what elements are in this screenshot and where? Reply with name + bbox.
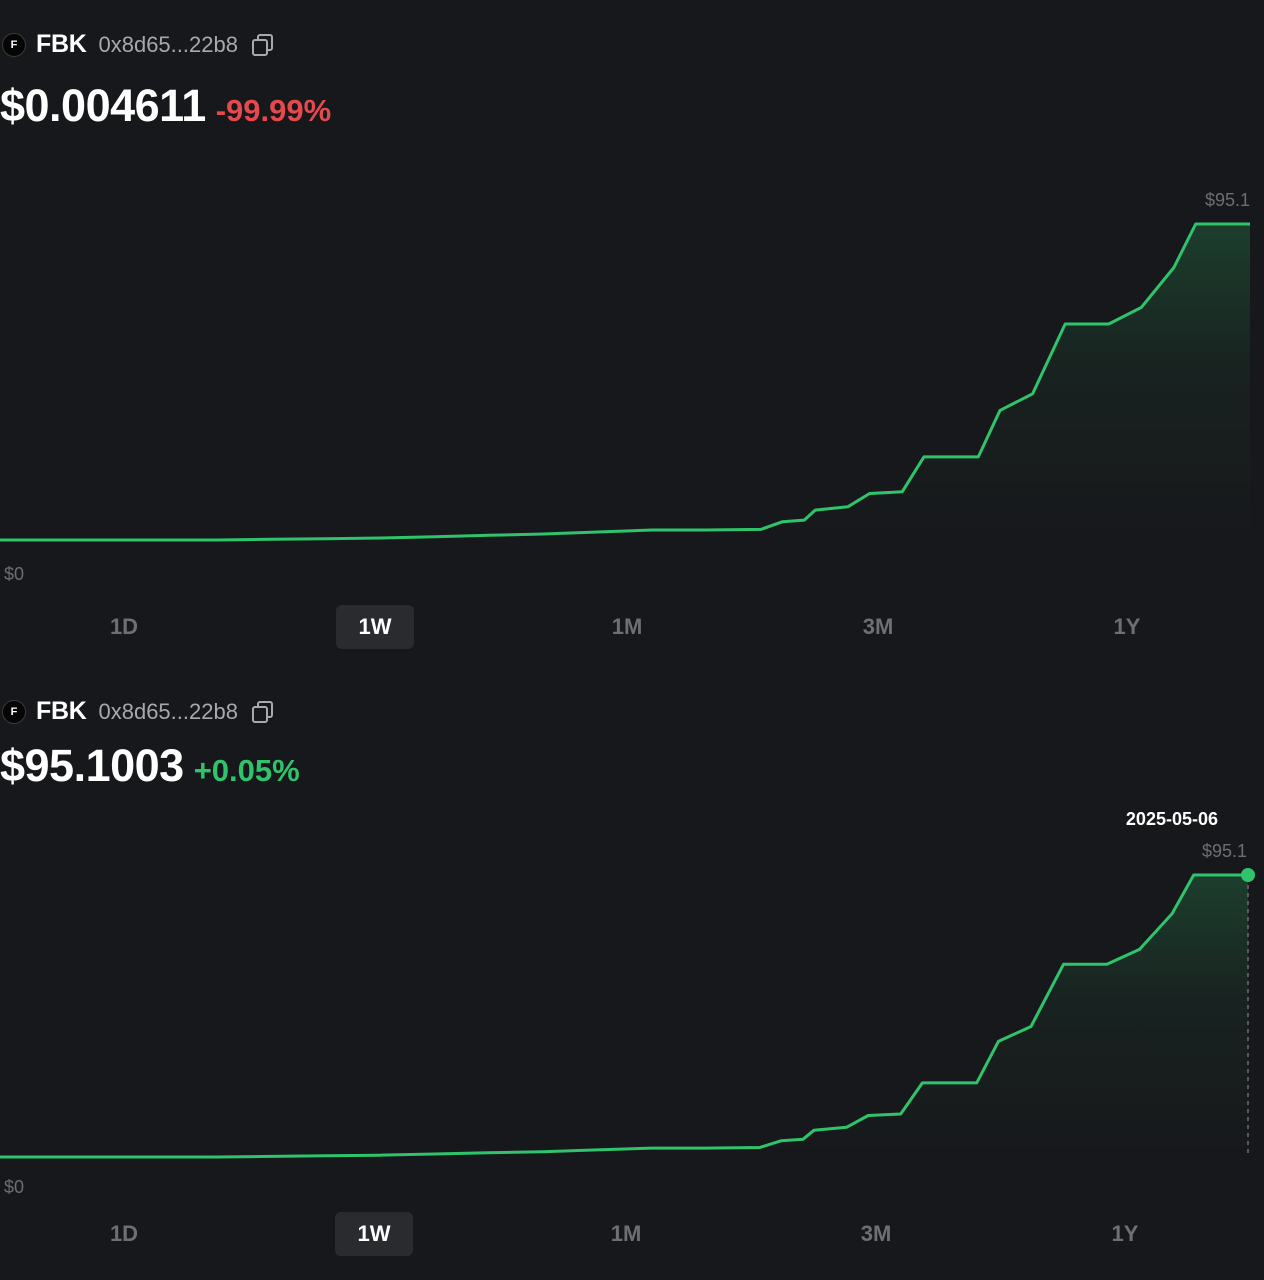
token-avatar: F	[2, 699, 26, 724]
chart-area	[0, 224, 1250, 540]
copy-icon[interactable]	[250, 32, 276, 58]
price-panel-2: F FBK 0x8d65...22b8 $95.1003 +0.05% 2025…	[0, 667, 1264, 1280]
current-price: $0.004611	[0, 80, 206, 131]
range-selector: 1D 1W 1M 3M 1Y	[0, 605, 1264, 651]
range-1d-button[interactable]: 1D	[109, 1221, 139, 1246]
chart-area	[0, 875, 1248, 1157]
token-header: F FBK 0x8d65...22b8	[2, 30, 276, 59]
price-chart[interactable]: 2025-05-06 $95.1 $0	[0, 667, 1264, 1207]
range-1m-button[interactable]: 1M	[611, 614, 643, 639]
tooltip-date: 2025-05-06	[1126, 809, 1218, 829]
range-1m-button[interactable]: 1M	[610, 1221, 642, 1246]
chart-line	[0, 222, 1250, 542]
range-3m-button[interactable]: 3M	[862, 614, 894, 639]
chart-max-label: $95.1	[1205, 190, 1250, 210]
chart-max-label: $95.1	[1202, 841, 1247, 861]
token-address: 0x8d65...22b8	[98, 698, 238, 724]
range-1w-button[interactable]: 1W	[336, 605, 414, 649]
highlight-point	[1241, 868, 1255, 882]
chart-line	[0, 873, 1248, 1159]
price-panel-1: F FBK 0x8d65...22b8 $0.004611 -99.99% $9…	[0, 0, 1264, 651]
range-1d-button[interactable]: 1D	[109, 614, 139, 639]
current-price: $95.1003	[0, 740, 184, 791]
range-1y-button[interactable]: 1Y	[1111, 1221, 1139, 1246]
token-avatar: F	[2, 32, 26, 57]
chart-min-label: $0	[4, 1177, 24, 1197]
price-change: +0.05%	[193, 753, 300, 788]
token-header: F FBK 0x8d65...22b8	[2, 697, 276, 726]
token-symbol: FBK	[36, 697, 87, 725]
range-1w-button[interactable]: 1W	[335, 1212, 413, 1256]
range-1y-button[interactable]: 1Y	[1113, 614, 1141, 639]
price-change: -99.99%	[215, 93, 332, 128]
range-3m-button[interactable]: 3M	[860, 1221, 892, 1246]
range-selector: 1D 1W 1M 3M 1Y	[0, 1212, 1264, 1258]
copy-icon[interactable]	[250, 699, 276, 725]
token-address: 0x8d65...22b8	[98, 31, 238, 57]
chart-min-label: $0	[4, 564, 24, 584]
token-symbol: FBK	[36, 30, 87, 58]
price-row: $0.004611 -99.99%	[0, 80, 331, 132]
price-chart[interactable]: $95.1 $0	[0, 0, 1264, 600]
price-row: $95.1003 +0.05%	[0, 740, 300, 792]
